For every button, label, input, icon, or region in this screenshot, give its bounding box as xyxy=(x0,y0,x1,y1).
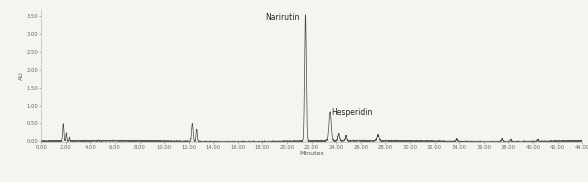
X-axis label: Minutes: Minutes xyxy=(299,151,324,156)
Text: Narirutin: Narirutin xyxy=(265,13,299,22)
Y-axis label: AU: AU xyxy=(19,71,24,80)
Text: Hesperidin: Hesperidin xyxy=(331,108,373,117)
